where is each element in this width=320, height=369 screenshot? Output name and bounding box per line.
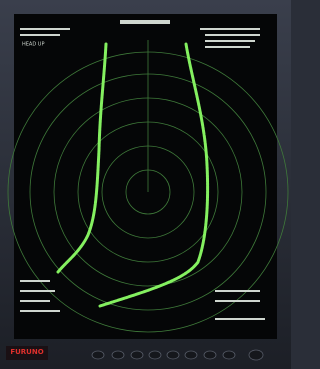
button[interactable] — [149, 351, 161, 359]
button[interactable] — [185, 351, 197, 359]
button[interactable] — [223, 351, 235, 359]
mode-label: HEAD UP — [22, 42, 44, 48]
page: HEAD UP FURUNO (() => { const data = JSO… — [0, 0, 291, 369]
button[interactable] — [131, 351, 143, 359]
button[interactable] — [204, 351, 216, 359]
button[interactable] — [167, 351, 179, 359]
brand-logo: FURUNO — [10, 348, 43, 356]
button[interactable] — [92, 351, 104, 359]
button[interactable] — [112, 351, 124, 359]
radar-device: HEAD UP FURUNO — [0, 0, 291, 369]
button[interactable] — [249, 350, 263, 360]
